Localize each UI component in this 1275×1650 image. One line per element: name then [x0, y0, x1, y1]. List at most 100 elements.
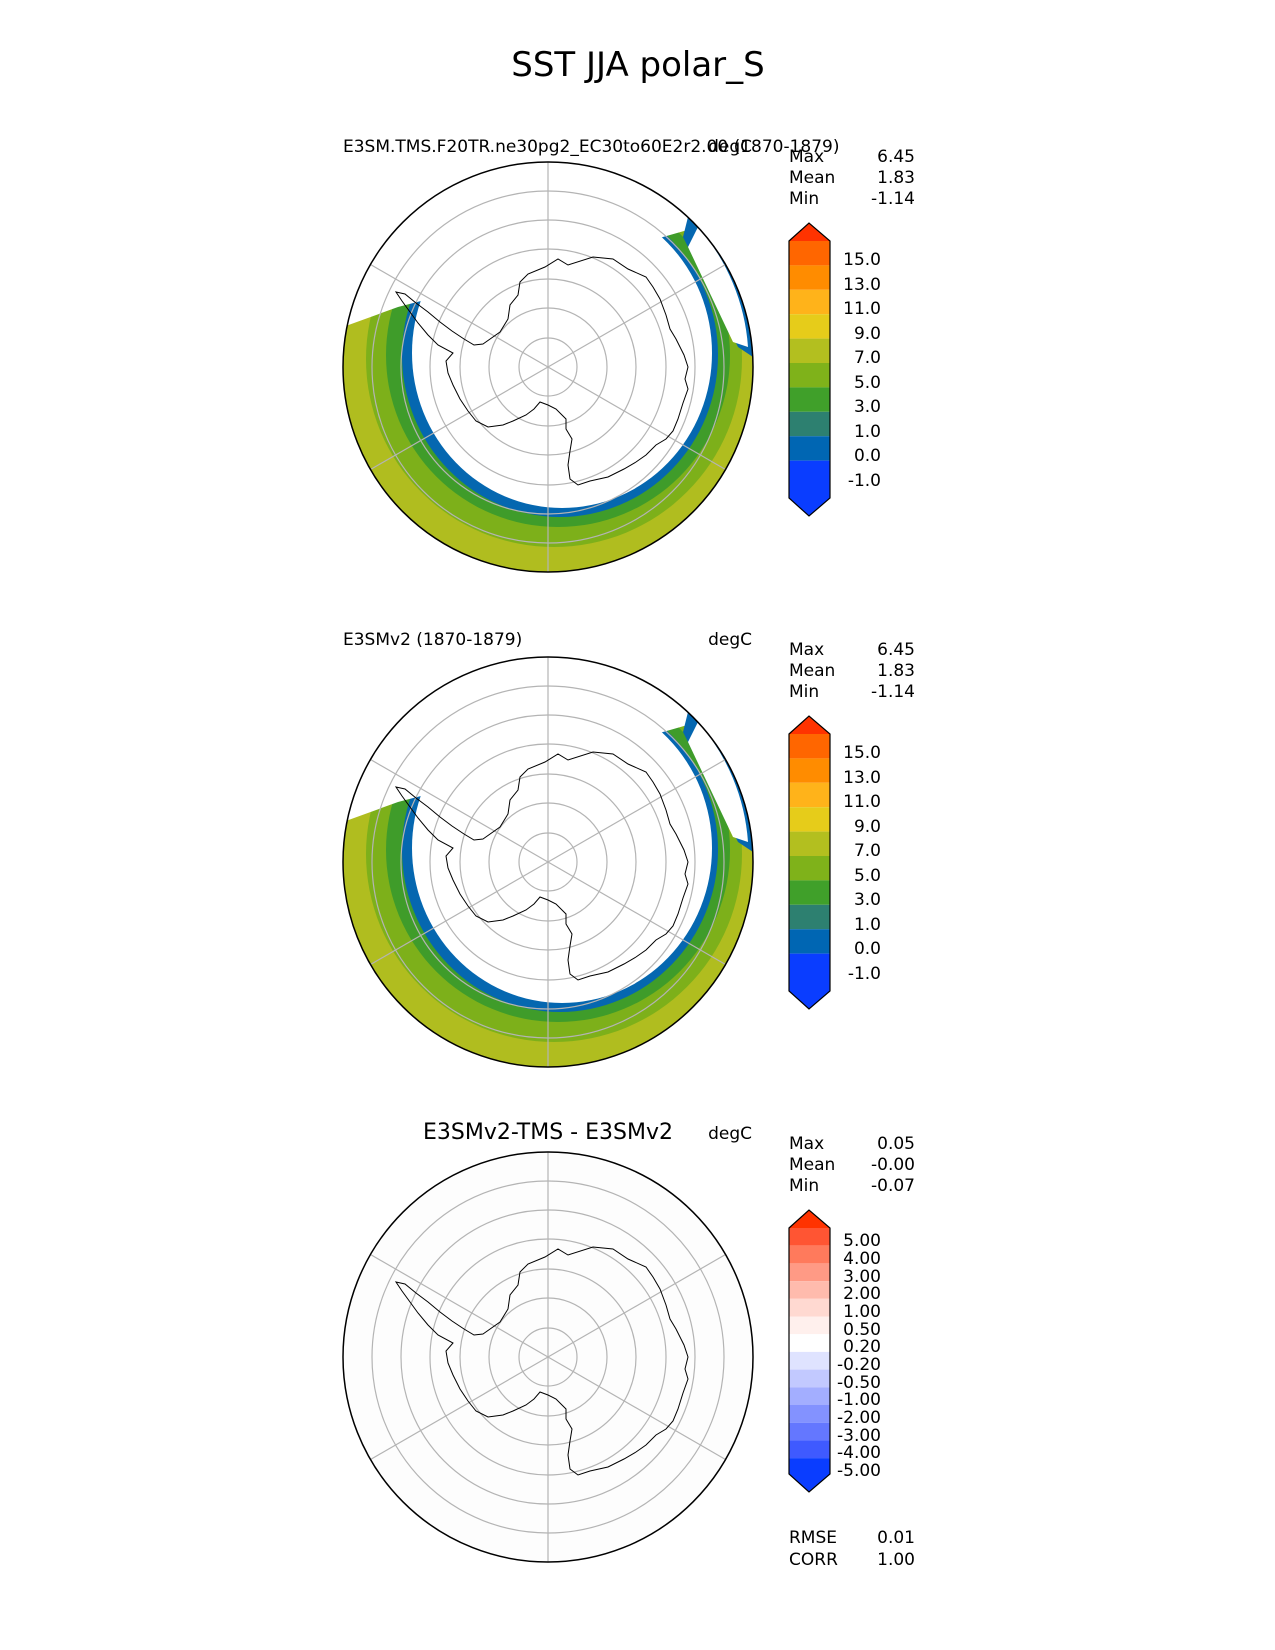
panel-2: E3SMv2 (1870-1879) degC Max 6.45 Mean 1.… — [342, 630, 915, 1068]
figure-title: SST JJA polar_S — [511, 45, 765, 85]
panel-1-colorbar: 15.0 13.0 11.0 9.0 7.0 5.0 3.0 1.0 0.0 -… — [788, 222, 881, 517]
panel-2-stat-min-label: Min — [789, 682, 819, 702]
panel-3-colorbar-segment — [789, 1387, 830, 1405]
panel-2-colorbar-tick-label: 5.0 — [854, 866, 881, 886]
panel-3-stat-max-value: 0.05 — [877, 1134, 915, 1154]
panel-2-colorbar-segment — [789, 831, 830, 856]
panel-1-colorbar-segment — [789, 436, 830, 461]
panel-2-colorbar-tick-label: 15.0 — [843, 743, 881, 763]
panel-1-stat-max-label: Max — [789, 147, 824, 167]
panel-1-colorbar-segment — [789, 387, 830, 412]
panel-3-colorbar-segment — [789, 1316, 830, 1335]
panel-3-colorbar-tick-label: 2.00 — [843, 1284, 881, 1304]
panel-3-stat-max-label: Max — [789, 1134, 824, 1154]
panel-2-stat-max-value: 6.45 — [877, 640, 915, 660]
panel-3-colorbar-tick-label: 5.00 — [843, 1231, 881, 1251]
panel-3-colorbar-top-arrow — [789, 1210, 830, 1228]
panel-2-title: E3SMv2 (1870-1879) — [343, 630, 522, 650]
panel-3-colorbar-segment — [789, 1422, 830, 1441]
panel-2-colorbar-segment — [789, 929, 830, 954]
panel-1-colorbar-segment — [789, 241, 830, 266]
panel-2-colorbar-segment — [789, 734, 830, 759]
panel-1-colorbar-tick-label: 1.0 — [854, 422, 881, 442]
panel-3-title: E3SMv2-TMS - E3SMv2 — [423, 1120, 673, 1145]
panel-3-map-frame — [342, 1151, 754, 1563]
panel-2-colorbar-segment — [789, 856, 830, 881]
panel-3-colorbar-segment — [789, 1351, 830, 1370]
panel-1: E3SM.TMS.F20TR.ne30pg2_EC30to60E2r2.00 (… — [342, 137, 915, 573]
panel-1-colorbar-tick-label: 11.0 — [843, 299, 881, 319]
panel-3-colorbar-tick-label: 3.00 — [843, 1267, 881, 1287]
panel-2-stats: Max 6.45 Mean 1.83 Min -1.14 — [789, 640, 915, 702]
panel-2-colorbar-tick-label: 0.0 — [854, 939, 881, 959]
panel-3-colorbar-segment — [789, 1369, 830, 1388]
panel-1-stat-min-label: Min — [789, 189, 819, 209]
panel-2-map-frame — [342, 656, 754, 1068]
panel-1-colorbar-segment — [789, 314, 830, 339]
panel-2-stat-max-label: Max — [789, 640, 824, 660]
panel-2-colorbar-segment — [789, 904, 830, 930]
panel-2-colorbar-segment — [789, 782, 830, 808]
panel-3-stats: Max 0.05 Mean -0.00 Min -0.07 — [789, 1134, 915, 1196]
panel-1-colorbar-tick-label: 7.0 — [854, 348, 881, 368]
panel-3-metric-corr-value: 1.00 — [877, 1550, 915, 1570]
panel-2-colorbar-tick-label: -1.0 — [848, 964, 881, 984]
panel-3-colorbar-tick-label: -2.00 — [837, 1408, 881, 1428]
panel-1-stat-min-value: -1.14 — [871, 189, 915, 209]
panel-3-colorbar-segment — [789, 1281, 830, 1299]
panel-3-colorbar: 5.00 4.00 3.00 2.00 1.00 0.50 0.20 -0.20… — [788, 1209, 881, 1493]
panel-1-colorbar-segment — [789, 338, 830, 363]
panel-3-colorbar-segment — [789, 1334, 830, 1352]
panel-3-metric-rmse-value: 0.01 — [877, 1528, 915, 1548]
panel-3-colorbar-tick-label: 0.20 — [843, 1337, 881, 1357]
panel-3-metrics: RMSE 0.01 CORR 1.00 — [789, 1528, 915, 1570]
panel-3-colorbar-tick-label: -5.00 — [837, 1461, 881, 1481]
panel-1-colorbar-segment — [789, 265, 830, 290]
panel-2-colorbar-segment — [789, 880, 830, 905]
panel-1-map — [342, 158, 754, 573]
panel-3-colorbar-bottom-arrow — [789, 1458, 830, 1492]
panel-3-stat-min-label: Min — [789, 1176, 819, 1196]
panel-2-colorbar-tick-label: 13.0 — [843, 768, 881, 788]
panel-1-stat-max-value: 6.45 — [877, 147, 915, 167]
panel-2-colorbar-tick-label: 1.0 — [854, 915, 881, 935]
panel-3-colorbar-segment — [789, 1440, 830, 1459]
panel-2-stat-mean-value: 1.83 — [877, 661, 915, 681]
panel-1-colorbar-bottom-arrow — [789, 460, 830, 516]
panel-2-colorbar-segment — [789, 807, 830, 832]
panel-3-units: degC — [708, 1124, 752, 1144]
panel-2-colorbar-segment — [789, 758, 830, 783]
panel-3-colorbar-tick-label: -0.20 — [837, 1355, 881, 1375]
panel-1-colorbar-segment — [789, 363, 830, 388]
panel-3-colorbar-tick-label: 4.00 — [843, 1249, 881, 1269]
panel-3-metric-rmse-label: RMSE — [789, 1528, 837, 1548]
panel-3-colorbar-segment — [789, 1405, 830, 1423]
panel-2-stat-mean-label: Mean — [789, 661, 835, 681]
panel-1-stats: Max 6.45 Mean 1.83 Min -1.14 — [789, 147, 915, 209]
panel-1-colorbar-tick-label: 15.0 — [843, 250, 881, 270]
panel-3-colorbar-tick-label: 1.00 — [843, 1302, 881, 1322]
panel-2-map — [342, 653, 754, 1068]
panel-1-title: E3SM.TMS.F20TR.ne30pg2_EC30to60E2r2.00 (… — [343, 137, 840, 157]
panel-3-colorbar-tick-label: -1.00 — [837, 1390, 881, 1410]
panel-3-colorbar-segment — [789, 1298, 830, 1317]
panel-3-stat-mean-label: Mean — [789, 1155, 835, 1175]
panel-3-colorbar-segment — [789, 1228, 830, 1246]
panel-3-colorbar-tick-label: 0.50 — [843, 1320, 881, 1340]
panel-1-colorbar-tick-label: -1.0 — [848, 471, 881, 491]
panel-3: E3SMv2-TMS - E3SMv2 degC Max 0.05 Mean -… — [342, 1120, 915, 1570]
panel-1-colorbar-segment — [789, 411, 830, 437]
panel-1-colorbar-tick-label: 9.0 — [854, 324, 881, 344]
panel-1-colorbar-tick-label: 0.0 — [854, 446, 881, 466]
panel-1-units: degC — [708, 137, 752, 157]
panel-2-colorbar-tick-label: 9.0 — [854, 817, 881, 837]
panel-3-metric-corr-label: CORR — [789, 1550, 838, 1570]
panel-3-colorbar-tick-label: -4.00 — [837, 1443, 881, 1463]
panel-3-map — [342, 1151, 754, 1563]
panel-2-stat-min-value: -1.14 — [871, 682, 915, 702]
panel-1-colorbar-tick-label: 13.0 — [843, 275, 881, 295]
panel-2-colorbar-top-arrow — [789, 716, 830, 734]
panel-2-colorbar-tick-label: 3.0 — [854, 890, 881, 910]
panel-2-colorbar-tick-label: 11.0 — [843, 792, 881, 812]
panel-3-stat-mean-value: -0.00 — [871, 1155, 915, 1175]
